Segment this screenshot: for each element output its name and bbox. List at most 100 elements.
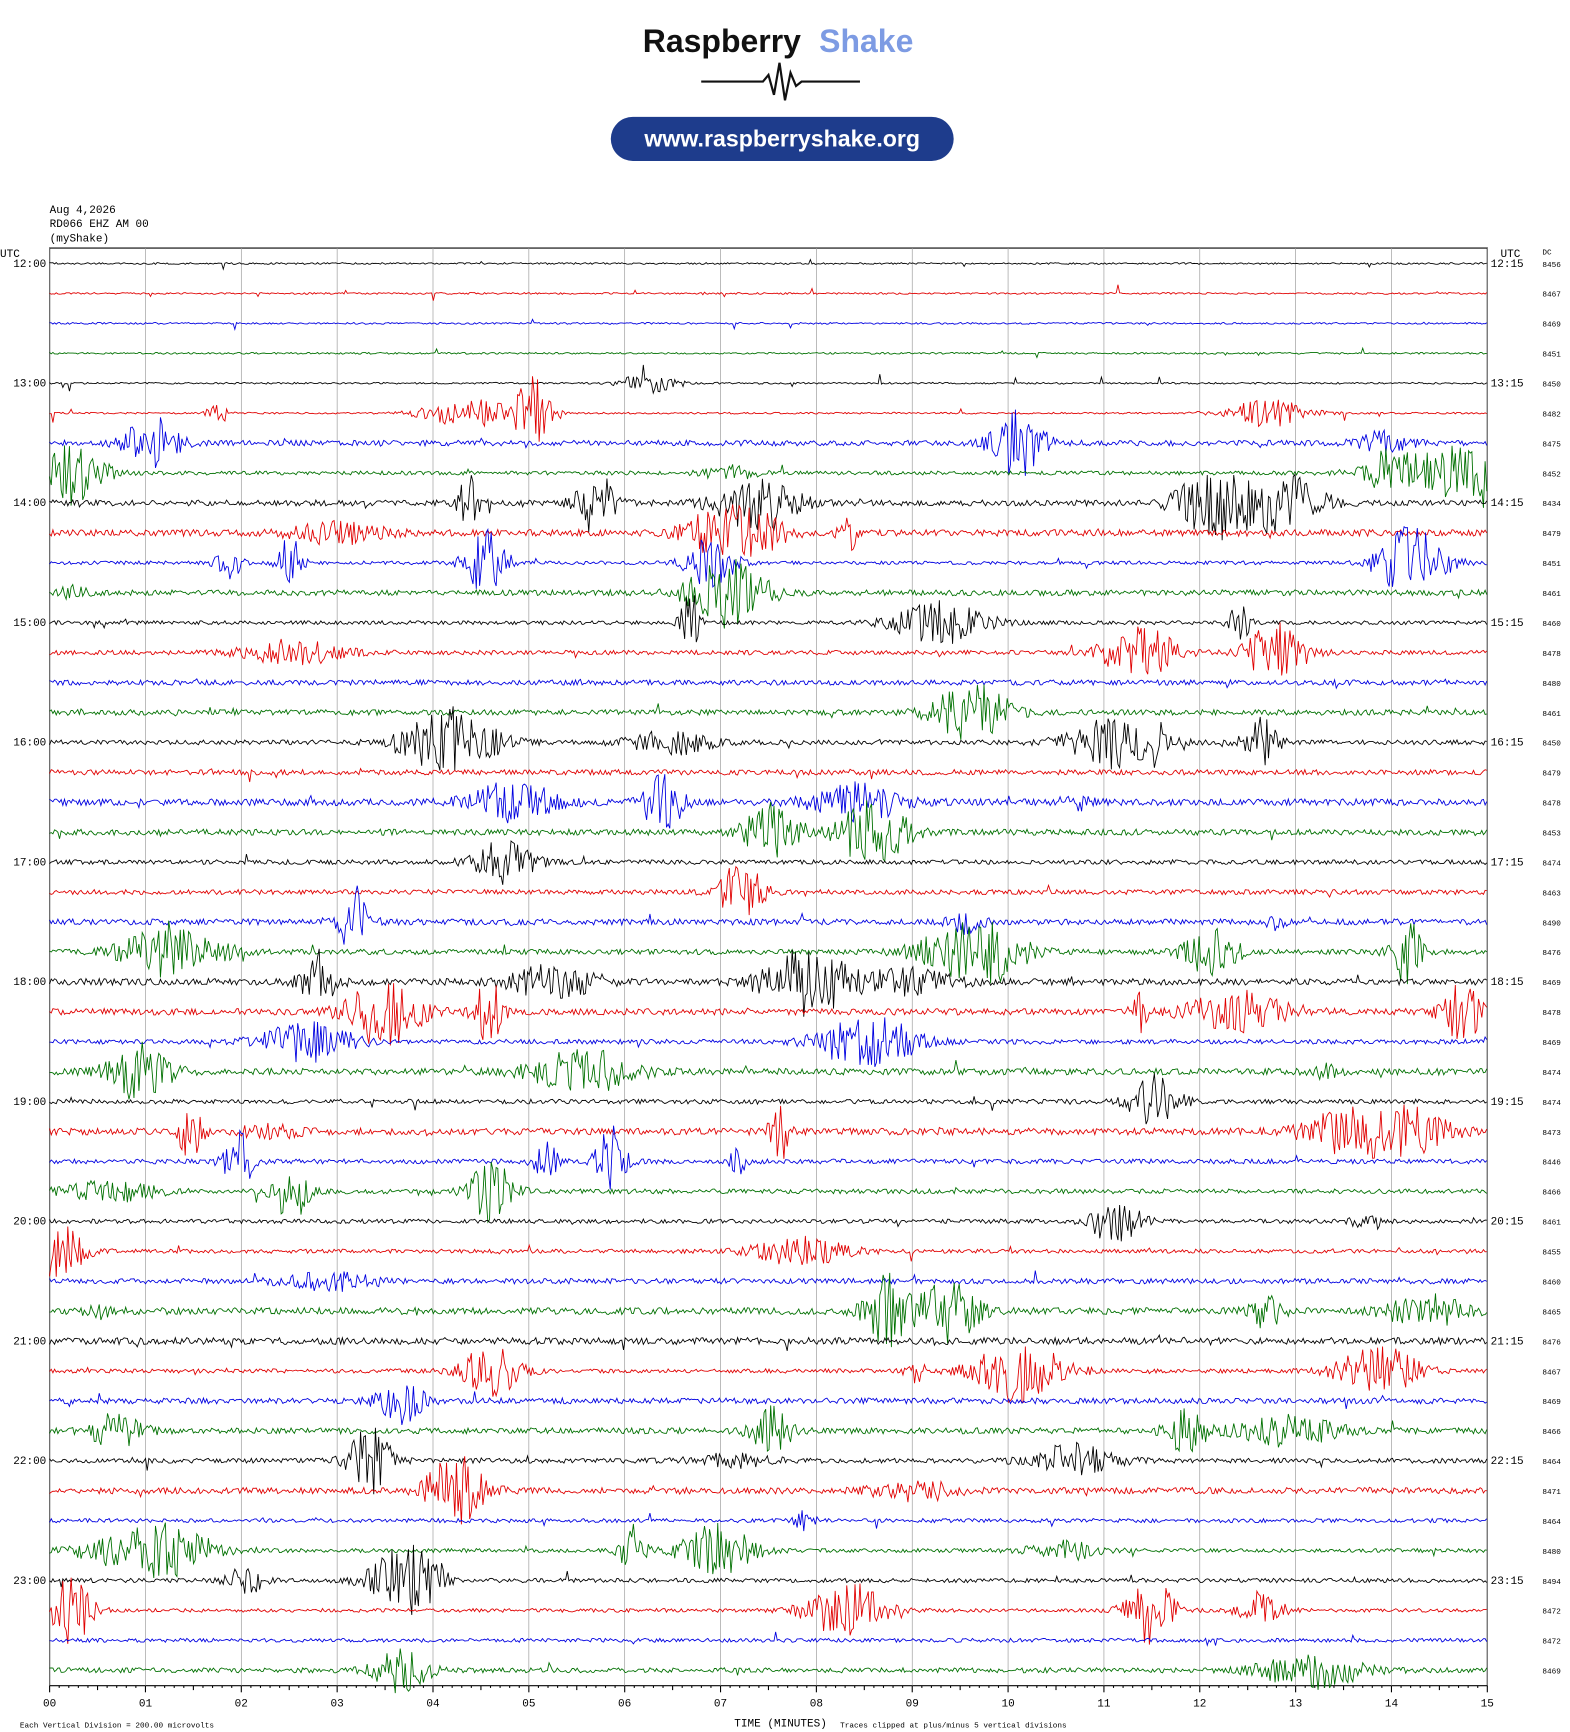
dc-value: 8469	[1542, 1040, 1561, 1048]
seismic-trace	[49, 1385, 1488, 1426]
right-axis-title: UTC	[1501, 249, 1521, 261]
left-time-label: 15:00	[13, 618, 46, 630]
station: RD066 EHZ AM 00	[50, 219, 149, 231]
seismic-trace	[49, 800, 1488, 863]
dc-value: 8451	[1542, 352, 1561, 360]
seismic-trace	[49, 684, 1487, 740]
dc-value: 8472	[1542, 1639, 1561, 1647]
right-time-label: 17:15	[1491, 857, 1524, 869]
plot-frame	[49, 247, 1488, 1687]
dc-value: 8464	[1542, 1519, 1561, 1527]
x-tick-label: 05	[522, 1699, 535, 1711]
right-time-label: 15:15	[1491, 618, 1524, 630]
seismic-trace	[49, 1226, 1487, 1277]
seismic-trace	[49, 595, 1488, 644]
traces	[49, 258, 1488, 1694]
x-tick-label: 02	[235, 1699, 248, 1711]
seismic-trace	[49, 1577, 1487, 1645]
dc-value: 8469	[1542, 980, 1561, 988]
seismic-trace	[49, 1104, 1488, 1159]
seismic-trace	[49, 318, 1488, 332]
dc-value: 8461	[1542, 591, 1561, 599]
dc-value: 8450	[1542, 741, 1561, 749]
x-tick-label: 14	[1385, 1699, 1399, 1711]
dc-value: 8476	[1542, 950, 1561, 958]
seismic-trace	[49, 559, 1488, 629]
dc-value: 8460	[1542, 621, 1561, 629]
grid	[49, 248, 1488, 1693]
dc-value: 8479	[1542, 771, 1561, 779]
left-time-label: 21:00	[13, 1336, 46, 1348]
dc-value: 8465	[1542, 1309, 1561, 1317]
url[interactable]: www.raspberryshake.org	[643, 126, 920, 152]
right-time-label: 20:15	[1491, 1217, 1524, 1229]
seismic-trace	[49, 1333, 1488, 1351]
left-time-label: 18:00	[13, 977, 46, 989]
seismic-trace	[49, 706, 1487, 771]
dc-value: 8478	[1542, 1010, 1561, 1018]
left-time-label: 16:00	[13, 738, 46, 750]
seismic-trace	[49, 284, 1488, 301]
seismic-trace	[49, 1405, 1488, 1453]
dc-value: 8466	[1542, 1429, 1561, 1437]
seismic-trace	[49, 1544, 1488, 1615]
source: (myShake)	[50, 233, 110, 245]
seismic-trace	[49, 774, 1488, 829]
dc-value: 8466	[1542, 1190, 1561, 1198]
seismic-trace	[49, 1648, 1488, 1694]
left-time-label: 13:00	[13, 379, 46, 391]
dc-value: 8461	[1542, 1220, 1561, 1228]
seismic-trace	[49, 1125, 1488, 1190]
seismic-trace	[49, 1427, 1488, 1495]
seismic-trace	[49, 1041, 1488, 1100]
seismic-trace	[49, 840, 1488, 885]
dc-value: 8478	[1542, 651, 1561, 659]
url-pill[interactable]	[610, 116, 954, 161]
x-tick-label: 04	[426, 1699, 440, 1711]
dc-value: 8476	[1542, 1339, 1561, 1347]
seismic-trace	[49, 473, 1488, 541]
seismic-trace	[49, 1272, 1488, 1348]
dc-value: 8471	[1542, 1489, 1561, 1497]
dc-value: 8482	[1542, 411, 1561, 419]
right-time-label: 14:15	[1491, 498, 1524, 510]
seismic-trace	[49, 1204, 1487, 1242]
dc-value: 8461	[1542, 711, 1561, 719]
x-tick-label: 12	[1193, 1699, 1206, 1711]
dc-value: 8494	[1542, 1579, 1561, 1587]
dc-value: 8450	[1542, 382, 1561, 390]
dc-title: DC	[1542, 250, 1552, 258]
left-time-label: 14:00	[13, 498, 46, 510]
dc-value: 8467	[1542, 292, 1561, 300]
seismic-trace	[49, 504, 1488, 557]
right-time-label: 16:15	[1491, 738, 1524, 750]
dc-value: 8474	[1542, 1100, 1561, 1108]
x-tick-label: 07	[714, 1699, 727, 1711]
seismic-trace	[49, 1631, 1488, 1647]
x-axis-label: TIME (MINUTES)	[734, 1718, 827, 1730]
right-time-label: 21:15	[1491, 1336, 1524, 1348]
footer-right: Traces clipped at plus/minus 5 vertical …	[840, 1723, 1067, 1731]
left-time-label: 22:00	[13, 1456, 46, 1468]
seismic-trace	[49, 258, 1487, 271]
seismic-trace	[49, 1346, 1488, 1404]
seismic-trace	[49, 1017, 1488, 1068]
footer-left: Each Vertical Division = 200.00 microvol…	[20, 1723, 214, 1731]
x-tick-label: 08	[810, 1699, 823, 1711]
right-time-label: 19:15	[1491, 1097, 1524, 1109]
seismic-trace	[49, 1456, 1487, 1525]
seismic-trace	[49, 364, 1488, 395]
right-time-label: 13:15	[1491, 379, 1524, 391]
x-tick-label: 01	[139, 1699, 153, 1711]
brand-accent: Shake	[819, 23, 913, 59]
dc-value: 8463	[1542, 890, 1561, 898]
dc-value: 8446	[1542, 1160, 1561, 1168]
dc-value: 8473	[1542, 1130, 1561, 1138]
right-time-label: 23:15	[1491, 1576, 1524, 1588]
seismic-trace	[49, 346, 1487, 359]
logo: Raspberry Shake www.raspberryshake.org	[610, 23, 954, 161]
seismic-trace	[49, 865, 1487, 916]
seismic-trace	[49, 1073, 1488, 1125]
seismic-trace	[49, 767, 1487, 783]
x-tick-label: 06	[618, 1699, 631, 1711]
